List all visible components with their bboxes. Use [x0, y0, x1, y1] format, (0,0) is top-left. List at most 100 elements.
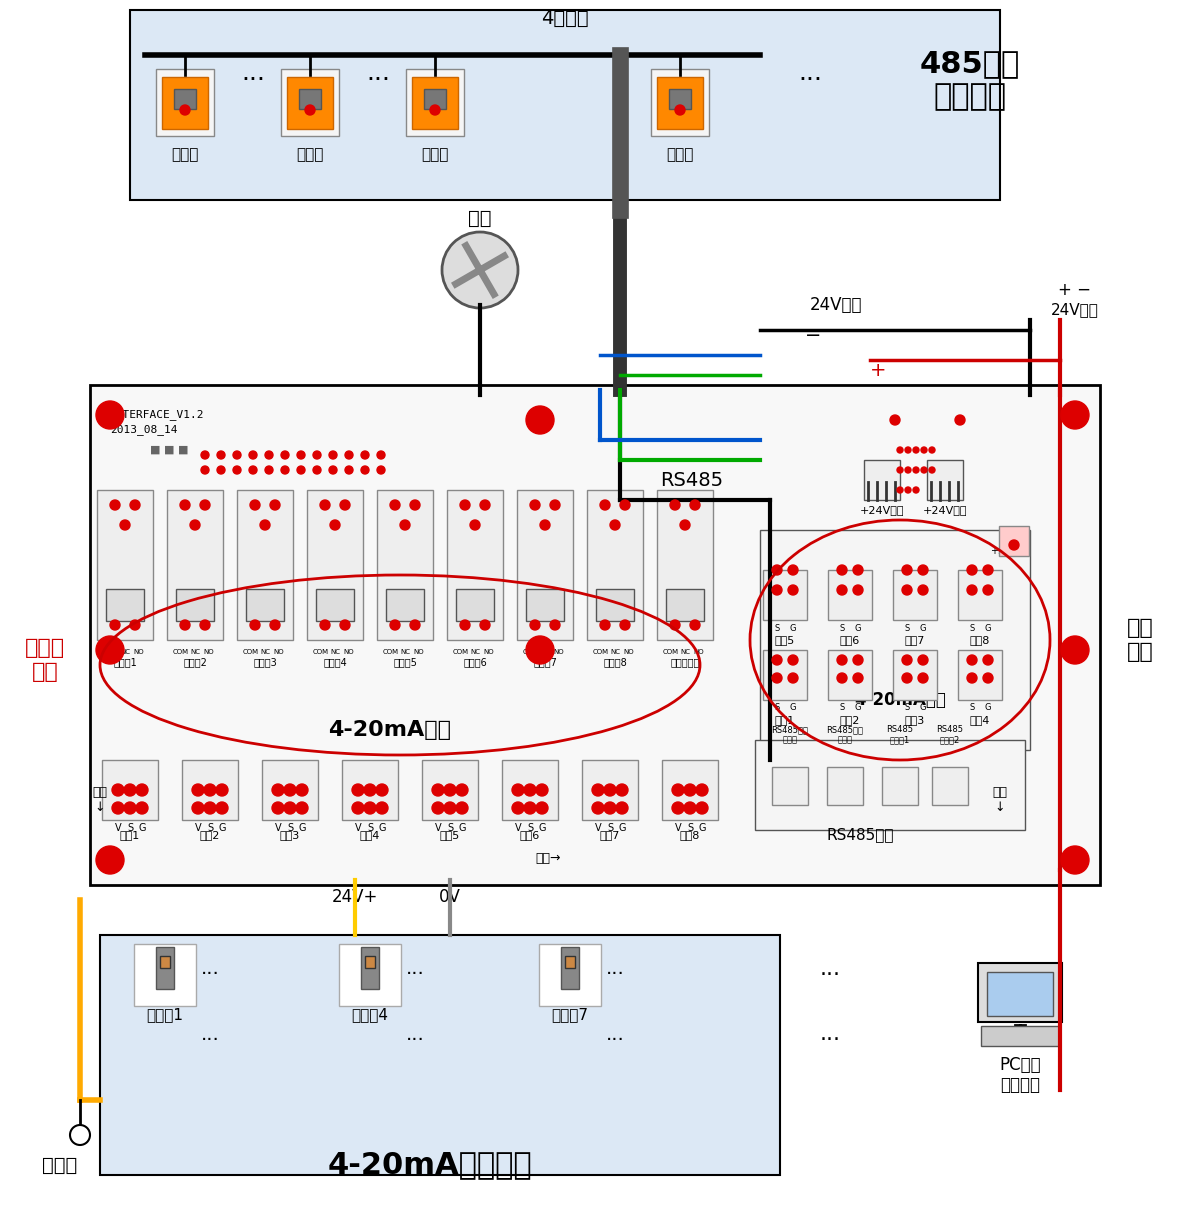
- Circle shape: [983, 655, 994, 665]
- Text: 继电器5: 继电器5: [393, 657, 417, 667]
- FancyBboxPatch shape: [927, 460, 963, 499]
- Circle shape: [96, 401, 123, 428]
- Circle shape: [217, 466, 226, 474]
- FancyBboxPatch shape: [102, 760, 158, 820]
- FancyBboxPatch shape: [829, 650, 872, 700]
- Circle shape: [297, 450, 305, 459]
- Circle shape: [531, 621, 540, 630]
- Text: G: G: [379, 823, 386, 834]
- Circle shape: [112, 785, 123, 796]
- Circle shape: [929, 447, 935, 453]
- Circle shape: [456, 785, 468, 796]
- Circle shape: [929, 468, 935, 472]
- FancyBboxPatch shape: [406, 69, 464, 136]
- Text: ···: ···: [406, 1031, 425, 1049]
- Circle shape: [269, 499, 280, 510]
- Text: S: S: [839, 703, 845, 711]
- Circle shape: [233, 450, 241, 459]
- Text: V: V: [274, 823, 281, 834]
- Circle shape: [620, 499, 630, 510]
- Circle shape: [592, 785, 604, 796]
- Circle shape: [430, 105, 440, 115]
- Circle shape: [772, 565, 782, 575]
- Text: ···: ···: [201, 966, 220, 984]
- Text: 探測器7: 探測器7: [552, 1007, 589, 1022]
- Circle shape: [540, 520, 550, 530]
- Circle shape: [329, 466, 337, 474]
- Text: G: G: [698, 823, 706, 834]
- Circle shape: [272, 785, 284, 796]
- Circle shape: [313, 466, 320, 474]
- Text: S: S: [527, 823, 533, 834]
- FancyBboxPatch shape: [650, 69, 709, 136]
- FancyBboxPatch shape: [155, 947, 174, 989]
- Circle shape: [853, 585, 863, 595]
- Text: ···: ···: [366, 69, 391, 92]
- Circle shape: [391, 621, 400, 630]
- Circle shape: [345, 450, 353, 459]
- FancyBboxPatch shape: [656, 490, 713, 640]
- Text: S: S: [367, 823, 373, 834]
- Circle shape: [967, 565, 977, 575]
- Text: 24V+: 24V+: [332, 887, 379, 906]
- Circle shape: [269, 621, 280, 630]
- Circle shape: [410, 621, 420, 630]
- Circle shape: [902, 565, 912, 575]
- Text: COM: COM: [383, 649, 399, 655]
- Text: 输入5: 输入5: [440, 830, 461, 840]
- FancyBboxPatch shape: [364, 956, 375, 968]
- Text: RS485
扩展口1: RS485 扩展口1: [887, 726, 914, 744]
- Text: S: S: [904, 703, 909, 711]
- Circle shape: [967, 673, 977, 683]
- FancyBboxPatch shape: [106, 589, 144, 621]
- Text: RS485
扩展口2: RS485 扩展口2: [937, 726, 964, 744]
- Circle shape: [204, 802, 216, 814]
- Circle shape: [672, 785, 684, 796]
- Text: S: S: [774, 623, 780, 633]
- FancyBboxPatch shape: [423, 760, 478, 820]
- Text: 探測器: 探測器: [421, 148, 449, 163]
- Text: COM: COM: [243, 649, 259, 655]
- FancyBboxPatch shape: [361, 947, 379, 989]
- Circle shape: [904, 468, 910, 472]
- Text: +24V输出: +24V输出: [859, 506, 904, 515]
- Text: RS485输入
上联口: RS485输入 上联口: [826, 726, 863, 744]
- Text: G: G: [985, 703, 991, 711]
- Circle shape: [837, 655, 848, 665]
- Circle shape: [190, 520, 199, 530]
- Text: NO: NO: [414, 649, 424, 655]
- Circle shape: [250, 621, 260, 630]
- FancyBboxPatch shape: [237, 490, 293, 640]
- Circle shape: [1009, 540, 1018, 550]
- Text: 继电器6: 继电器6: [463, 657, 487, 667]
- Circle shape: [526, 406, 554, 435]
- Circle shape: [377, 466, 385, 474]
- Circle shape: [377, 450, 385, 459]
- Circle shape: [284, 785, 296, 796]
- Circle shape: [526, 636, 554, 663]
- Circle shape: [837, 673, 848, 683]
- Text: +24V输入: +24V输入: [922, 506, 967, 515]
- Text: S: S: [839, 623, 845, 633]
- FancyBboxPatch shape: [565, 956, 575, 968]
- FancyBboxPatch shape: [182, 760, 239, 820]
- Circle shape: [217, 450, 226, 459]
- FancyBboxPatch shape: [518, 490, 573, 640]
- Circle shape: [918, 585, 928, 595]
- FancyBboxPatch shape: [582, 760, 637, 820]
- Circle shape: [461, 621, 470, 630]
- Circle shape: [320, 621, 330, 630]
- Circle shape: [339, 621, 350, 630]
- Text: G: G: [298, 823, 306, 834]
- Circle shape: [837, 585, 848, 595]
- Circle shape: [120, 520, 131, 530]
- Circle shape: [364, 785, 376, 796]
- Text: G: G: [789, 703, 796, 711]
- Circle shape: [680, 520, 690, 530]
- Text: G: G: [538, 823, 546, 834]
- Circle shape: [330, 520, 339, 530]
- FancyBboxPatch shape: [893, 570, 937, 621]
- Text: S: S: [687, 823, 693, 834]
- FancyBboxPatch shape: [772, 767, 808, 805]
- Circle shape: [772, 585, 782, 595]
